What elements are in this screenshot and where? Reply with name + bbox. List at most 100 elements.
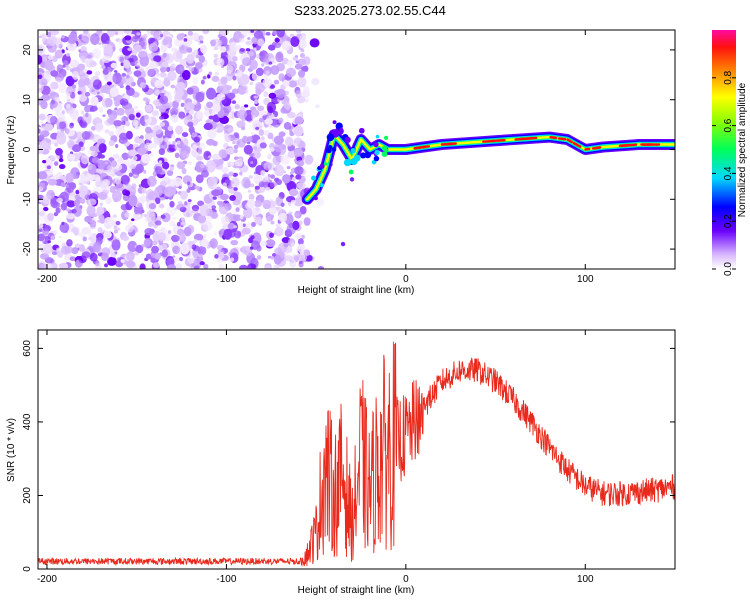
heatmap-cell <box>254 216 263 225</box>
heatmap-cell <box>251 119 262 129</box>
heatmap-cell <box>229 257 235 262</box>
heatmap-cell <box>75 189 80 195</box>
heatmap-cell <box>231 183 237 188</box>
heatmap-cell <box>288 80 297 88</box>
heatmap-cell <box>150 75 157 83</box>
heatmap-cell <box>113 198 118 202</box>
heatmap-cell <box>175 263 182 269</box>
heatmap-cell <box>233 148 238 154</box>
heatmap-cell <box>238 34 245 39</box>
heatmap-cell <box>181 167 187 175</box>
heatmap-cell <box>274 42 282 49</box>
heatmap-cell <box>218 149 228 159</box>
heatmap-cell <box>296 182 306 189</box>
heatmap-cell <box>115 182 124 192</box>
heatmap-cell <box>195 54 200 59</box>
heatmap-cell <box>175 64 185 75</box>
heatmap-cell <box>139 40 147 48</box>
heatmap-cell <box>218 252 225 260</box>
heatmap-cell <box>181 217 185 222</box>
heatmap-cell <box>158 160 163 164</box>
heatmap-cell <box>144 114 149 120</box>
heatmap-cell <box>45 139 51 144</box>
heatmap-cell <box>228 171 234 177</box>
heatmap-cell <box>267 255 272 259</box>
heatmap-cell <box>50 157 54 161</box>
heatmap-cell <box>95 260 100 267</box>
heatmap-cell <box>290 199 296 205</box>
heatmap-cell <box>40 130 50 137</box>
heatmap-cell <box>225 147 235 155</box>
heatmap-cell <box>303 217 311 226</box>
heatmap-cell <box>294 54 299 58</box>
heatmap-cell <box>263 91 269 98</box>
heatmap-cell <box>127 240 138 253</box>
heatmap-cell <box>137 202 143 208</box>
heatmap-cell <box>84 104 91 113</box>
heatmap-ylabel: Frequency (Hz) <box>6 116 17 185</box>
snr-panel: -200 -100 0 100 0 200 400 600 Height of straigh… <box>6 329 676 596</box>
heatmap-cell <box>285 67 296 78</box>
heatmap-cell <box>268 44 276 51</box>
heatmap-cell <box>295 60 299 64</box>
heatmap-cell <box>74 199 80 207</box>
heatmap-signal-blob <box>320 183 325 188</box>
heatmap-cell <box>114 100 121 107</box>
heatmap-cell <box>192 99 198 105</box>
heatmap-cell <box>270 65 280 75</box>
heatmap-cell <box>164 137 169 143</box>
heatmap-cell <box>218 263 225 269</box>
heatmap-cell <box>56 64 64 73</box>
heatmap-cell <box>140 210 145 213</box>
heatmap-cell <box>120 258 125 264</box>
heatmap-cell <box>45 170 53 176</box>
heatmap-signal-blob <box>326 133 335 142</box>
heatmap-cell <box>297 243 305 253</box>
heatmap-cell <box>258 129 265 136</box>
heatmap-cell <box>91 89 95 92</box>
snr-ytick-label: 0 <box>22 566 33 572</box>
heatmap-cell <box>56 247 62 252</box>
heatmap-cell <box>78 152 82 157</box>
heatmap-cell <box>229 194 236 202</box>
heatmap-cell <box>97 227 103 233</box>
heatmap-signal-core <box>573 142 582 148</box>
heatmap-cell <box>275 51 284 63</box>
heatmap-cell <box>124 121 131 127</box>
heatmap-cell <box>77 90 82 95</box>
heatmap-cell <box>287 150 296 159</box>
heatmap-cell <box>238 264 249 269</box>
heatmap-cell <box>38 182 46 190</box>
heatmap-cell <box>191 132 198 138</box>
heatmap-cell <box>207 128 217 139</box>
heatmap-cell <box>239 36 245 43</box>
heatmap-cell <box>126 251 135 262</box>
heatmap-cell <box>219 30 229 37</box>
heatmap-cell <box>195 174 204 184</box>
heatmap-cell <box>125 184 132 190</box>
heatmap-cell <box>268 92 277 99</box>
heatmap-cell <box>81 227 92 235</box>
heatmap-cell <box>181 150 187 157</box>
heatmap-cell <box>167 230 172 234</box>
heatmap-cell <box>103 217 114 230</box>
heatmap-cell <box>143 213 147 218</box>
heatmap-cell <box>232 56 238 62</box>
heatmap-cell <box>236 120 246 129</box>
heatmap-cell <box>51 99 56 105</box>
heatmap-cell <box>182 69 191 81</box>
heatmap-cell <box>197 111 204 117</box>
snr-xtick-label: 0 <box>403 574 409 585</box>
heatmap-cell <box>138 184 142 188</box>
heatmap-cell <box>172 140 176 145</box>
heatmap-cell <box>168 144 173 149</box>
heatmap-cell <box>174 93 182 103</box>
heatmap-cell <box>252 149 261 160</box>
heatmap-cell <box>38 54 43 65</box>
heatmap-cell <box>233 33 240 41</box>
heatmap-cell <box>200 239 209 247</box>
heatmap-cell <box>44 87 48 90</box>
heatmap-cell <box>191 244 197 250</box>
heatmap-cell <box>224 179 231 185</box>
